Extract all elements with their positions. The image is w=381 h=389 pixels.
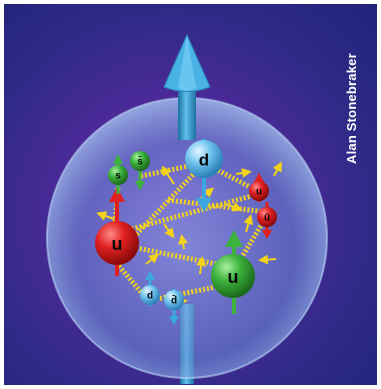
- quark-d-small: d: [140, 285, 160, 305]
- quark-label: s: [115, 171, 121, 182]
- quark-u-green: u: [211, 254, 255, 298]
- quark-label: d̄: [171, 294, 177, 306]
- quark-s: s: [108, 165, 128, 185]
- quark-label: ū: [264, 213, 270, 224]
- proton-illustration: s s̄ d u u u ū d: [4, 4, 377, 385]
- quark-dbar: d̄: [164, 290, 184, 310]
- quark-label: d: [147, 291, 153, 302]
- quark-d-top: d: [185, 140, 223, 178]
- quark-label: d: [199, 150, 209, 169]
- motion-arrow-icon: [262, 259, 276, 260]
- quark-label: u: [228, 267, 239, 287]
- quark-label: u: [112, 234, 123, 254]
- quark-label: u: [256, 187, 262, 198]
- quark-sbar: s̄: [130, 151, 150, 171]
- quark-label: s̄: [137, 155, 143, 167]
- quark-ubar: ū: [257, 207, 277, 227]
- quark-u-red: u: [95, 221, 139, 265]
- image-credit: Alan Stonebraker: [344, 34, 372, 164]
- quark-u-small: u: [249, 181, 269, 201]
- proton-spin-diagram: s s̄ d u u u ū d: [4, 4, 377, 385]
